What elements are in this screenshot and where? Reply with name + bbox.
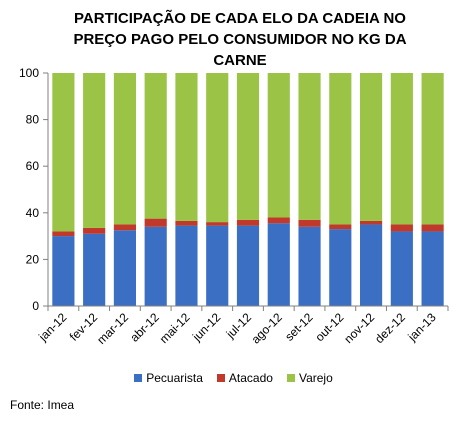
x-tick-label: mai-12 xyxy=(157,310,193,346)
legend-label: Pecuarista xyxy=(146,371,203,385)
x-tick-label: dez-12 xyxy=(372,310,408,346)
bar-atacado-jan-12 xyxy=(52,231,75,237)
bar-atacado-fev-12 xyxy=(83,227,106,234)
bar-pecuarista-out-12 xyxy=(329,229,352,306)
bar-pecuarista-nov-12 xyxy=(360,224,383,306)
x-tick-label: jan-13 xyxy=(405,310,439,344)
y-axis: 0 20 40 60 80 100 xyxy=(19,66,49,313)
bar-pecuarista-mai-12 xyxy=(175,225,198,306)
bar-varejo-out-12 xyxy=(329,73,352,225)
bar-atacado-set-12 xyxy=(298,219,321,227)
x-tick-label: mar-12 xyxy=(94,310,131,347)
bar-varejo-nov-12 xyxy=(360,73,383,221)
x-tick-label: jan-12 xyxy=(35,310,69,344)
legend-swatch xyxy=(216,374,225,382)
y-tick-label: 80 xyxy=(26,113,40,127)
y-tick-label: 20 xyxy=(26,252,40,266)
bar-varejo-mar-12 xyxy=(113,73,136,225)
chart-title-line: CARNE xyxy=(213,52,267,69)
bar-varejo-jul-12 xyxy=(236,73,260,220)
bar-pecuarista-abr-12 xyxy=(144,226,167,306)
legend-item-atacado: Atacado xyxy=(216,371,273,385)
bar-pecuarista-ago-12 xyxy=(267,223,290,306)
y-tick-label: 0 xyxy=(32,299,39,313)
bar-atacado-jan-13 xyxy=(421,224,444,232)
bar-atacado-dez-12 xyxy=(390,224,413,232)
bar-varejo-mai-12 xyxy=(175,73,198,221)
bar-varejo-jan-12 xyxy=(52,73,75,232)
bar-atacado-ago-12 xyxy=(267,217,290,224)
bar-atacado-mar-12 xyxy=(113,224,136,231)
y-tick-label: 100 xyxy=(19,66,39,80)
legend: Pecuarista Atacado Varejo xyxy=(0,371,467,385)
bar-pecuarista-jan-13 xyxy=(421,231,444,306)
bar-varejo-ago-12 xyxy=(267,73,290,218)
bar-pecuarista-dez-12 xyxy=(390,231,413,306)
bar-pecuarista-mar-12 xyxy=(113,230,136,306)
legend-swatch xyxy=(134,374,143,382)
legend-label: Varejo xyxy=(298,371,333,385)
chart-title-line: PARTICIPAÇÃO DE CADA ELO DA CADEIA NO xyxy=(74,10,406,27)
legend-label: Atacado xyxy=(228,371,273,385)
legend-item-varejo: Varejo xyxy=(286,371,333,385)
bar-atacado-abr-12 xyxy=(144,218,167,227)
x-tick-label: out-12 xyxy=(312,310,346,344)
bar-atacado-mai-12 xyxy=(175,220,198,226)
bar-varejo-dez-12 xyxy=(390,73,413,225)
x-tick-label: jun-12 xyxy=(189,310,223,344)
y-tick-label: 40 xyxy=(26,206,40,220)
bar-atacado-nov-12 xyxy=(360,220,383,225)
bar-pecuarista-set-12 xyxy=(298,226,321,306)
x-tick-label: nov-12 xyxy=(341,310,377,346)
bar-atacado-jul-12 xyxy=(236,219,260,226)
bar-varejo-abr-12 xyxy=(144,73,167,219)
x-tick-label: abr-12 xyxy=(127,310,162,345)
chart-title: PARTICIPAÇÃO DE CADA ELO DA CADEIA NO PRE… xyxy=(40,8,440,71)
bars xyxy=(52,73,444,306)
bar-pecuarista-jun-12 xyxy=(206,225,229,306)
bar-pecuarista-jul-12 xyxy=(236,225,260,306)
chart-title-line: PREÇO PAGO PELO CONSUMIDOR NO KG DA xyxy=(73,31,407,48)
legend-swatch xyxy=(286,374,295,382)
source-note: Fonte: Imea xyxy=(10,398,75,412)
bar-pecuarista-fev-12 xyxy=(83,233,106,306)
x-tick-label: set-12 xyxy=(282,310,316,344)
x-tick-label: ago-12 xyxy=(249,310,286,347)
bar-varejo-jun-12 xyxy=(206,73,229,223)
y-tick-label: 60 xyxy=(26,159,40,173)
bar-varejo-jan-13 xyxy=(421,73,444,225)
bar-atacado-out-12 xyxy=(329,224,352,230)
bar-atacado-jun-12 xyxy=(206,222,229,226)
bar-varejo-fev-12 xyxy=(83,73,106,228)
bar-varejo-set-12 xyxy=(298,73,321,220)
bar-pecuarista-jan-12 xyxy=(52,236,75,306)
legend-item-pecuarista: Pecuarista xyxy=(134,371,203,385)
